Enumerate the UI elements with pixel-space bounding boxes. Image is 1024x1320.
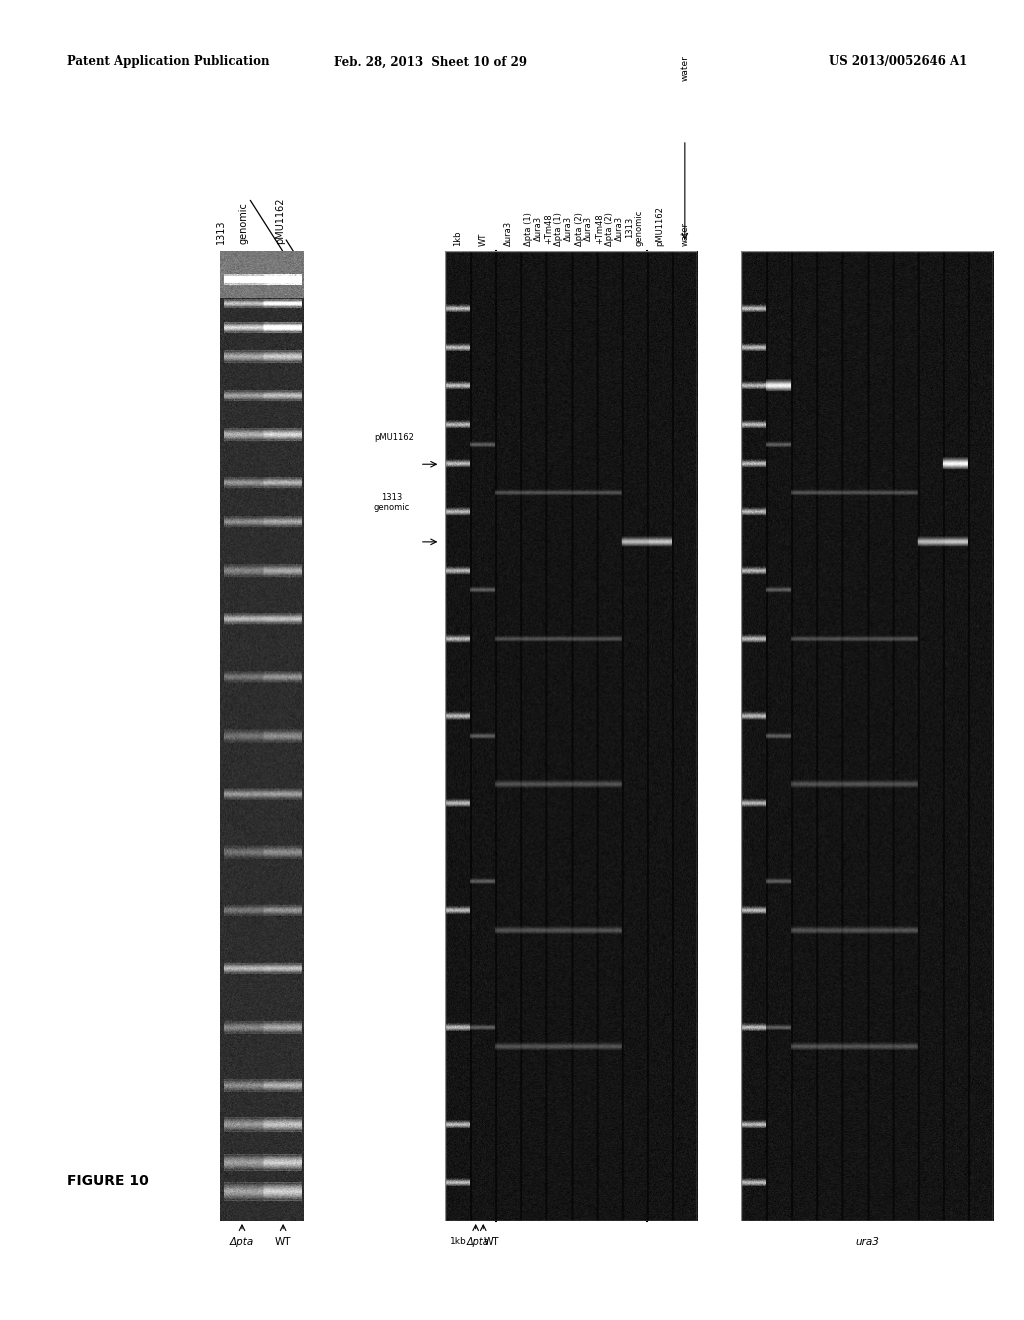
Text: FIGURE 10: FIGURE 10 bbox=[67, 1173, 148, 1188]
Text: Feb. 28, 2013  Sheet 10 of 29: Feb. 28, 2013 Sheet 10 of 29 bbox=[334, 55, 526, 69]
Text: WT: WT bbox=[479, 232, 487, 246]
Text: +Tm48
Δpta (1)
Δura3: +Tm48 Δpta (1) Δura3 bbox=[545, 211, 573, 246]
Text: ura3: ura3 bbox=[855, 1237, 880, 1247]
Text: genomic: genomic bbox=[239, 202, 249, 244]
Text: 1313
genomic: 1313 genomic bbox=[374, 492, 410, 512]
Text: Patent Application Publication: Patent Application Publication bbox=[67, 55, 269, 69]
Text: 1kb: 1kb bbox=[454, 230, 463, 246]
Text: WT: WT bbox=[274, 1237, 292, 1247]
Text: 1kb: 1kb bbox=[450, 1237, 466, 1246]
Text: water: water bbox=[680, 54, 689, 81]
Text: pMU1162: pMU1162 bbox=[275, 198, 286, 244]
Text: 1313
genomic: 1313 genomic bbox=[625, 210, 644, 246]
Text: Δpta (1)
Δura3: Δpta (1) Δura3 bbox=[524, 211, 543, 246]
Text: pMU1162: pMU1162 bbox=[374, 433, 414, 442]
Text: US 2013/0052646 A1: US 2013/0052646 A1 bbox=[829, 55, 968, 69]
Text: Δpta (2)
Δura3: Δpta (2) Δura3 bbox=[574, 211, 593, 246]
Text: Δura3: Δura3 bbox=[504, 220, 513, 246]
Text: WT: WT bbox=[483, 1237, 499, 1247]
Text: pMU1162: pMU1162 bbox=[655, 206, 665, 246]
Text: 1313: 1313 bbox=[216, 219, 226, 244]
Text: Δpta: Δpta bbox=[467, 1237, 489, 1247]
Text: Δpta: Δpta bbox=[229, 1237, 254, 1247]
Bar bbox=[445, 251, 697, 1221]
Bar bbox=[741, 251, 993, 1221]
Text: +Tm48
Δpta (2)
Δura3: +Tm48 Δpta (2) Δura3 bbox=[595, 211, 624, 246]
Text: water: water bbox=[680, 222, 689, 246]
